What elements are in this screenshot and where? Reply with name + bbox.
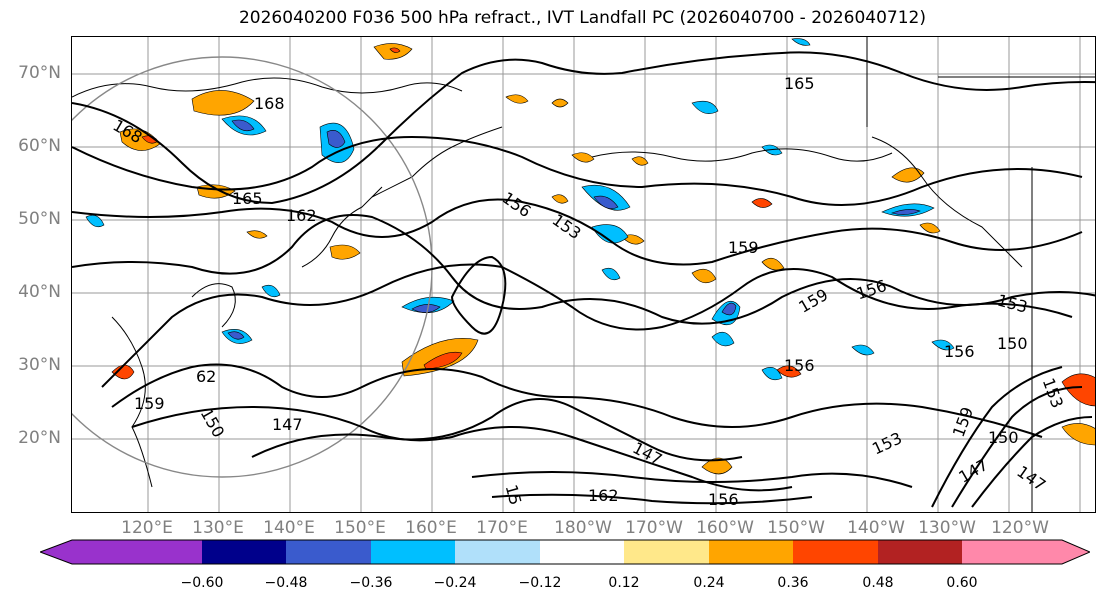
contour-label: 162 (286, 206, 317, 225)
colorbar-tick: −0.12 (518, 575, 562, 591)
figure-title: 2026040200 F036 500 hPa refract., IVT La… (238, 8, 926, 28)
coastlines (72, 37, 1095, 512)
contour-label: 147 (955, 455, 991, 487)
lon-label-170w: 170°W (625, 518, 683, 538)
contour-label: 147 (630, 438, 666, 469)
contour-label: 153 (549, 210, 585, 243)
lat-label-50n: 50°N (18, 209, 61, 229)
colorbar-tick: −0.48 (264, 575, 308, 591)
lon-label-130w: 130°W (918, 518, 976, 538)
colorbar-segment (878, 540, 962, 564)
lon-label-160e: 160°E (405, 518, 457, 538)
lat-label-60n: 60°N (18, 136, 61, 156)
contour-label: 156 (499, 188, 535, 221)
lon-label-180w: 180°W (554, 518, 612, 538)
lon-label-140w: 140°W (847, 518, 905, 538)
refractivity-shading (85, 38, 1095, 475)
colorbar-tick: −0.24 (433, 575, 477, 591)
contour-label: 150 (997, 334, 1028, 353)
lon-label-150e: 150°E (334, 518, 386, 538)
map-panel: 168 168 165 165 162 62 159 150 156 153 1… (71, 36, 1096, 513)
colorbar-tick: −0.36 (349, 575, 393, 591)
lon-label-160w: 160°W (696, 518, 754, 538)
contour-label: 156 (708, 490, 739, 509)
colorbar-tick: 0.24 (693, 575, 725, 591)
contour-label: 159 (134, 394, 165, 413)
colorbar-extend-max (1062, 540, 1090, 564)
contour-label: 147 (1013, 462, 1049, 495)
lon-label-130e: 130°E (192, 518, 244, 538)
lon-label-120e: 120°E (121, 518, 173, 538)
lat-label-30n: 30°N (18, 355, 61, 375)
colorbar-tick: 0.12 (608, 575, 640, 591)
lat-label-70n: 70°N (18, 63, 61, 83)
colorbar-segment (286, 540, 371, 564)
contour-label: 62 (196, 367, 216, 386)
colorbar-tick: 0.36 (777, 575, 809, 591)
colorbar-segment (72, 540, 202, 564)
lon-label-120w: 120°W (991, 518, 1049, 538)
colorbar-tick: −0.60 (180, 575, 224, 591)
landfall-circle (72, 56, 433, 478)
contour-label: 165 (784, 74, 815, 93)
colorbar-segment (202, 540, 286, 564)
contour-label: 150 (988, 428, 1019, 447)
colorbar (40, 539, 1090, 565)
contour-labels: 168 168 165 165 162 62 159 150 156 153 1… (110, 74, 1067, 509)
map-svg: 168 168 165 165 162 62 159 150 156 153 1… (72, 37, 1095, 512)
contour-label: 159 (728, 238, 759, 257)
lon-label-140e: 140°E (263, 518, 315, 538)
contour-label: 168 (254, 94, 285, 113)
contour-label: 156 (944, 342, 975, 361)
contour-label: 147 (272, 415, 303, 434)
contour-label: 162 (588, 486, 619, 505)
lon-label-170e: 170°E (476, 518, 528, 538)
contour-label: 156 (784, 356, 815, 375)
colorbar-segment (793, 540, 878, 564)
colorbar-segment (540, 540, 624, 564)
colorbar-tick: 0.60 (946, 575, 978, 591)
contour-label: 15 (502, 482, 526, 507)
lon-label-150w: 150°W (767, 518, 825, 538)
colorbar-segment (962, 540, 1062, 564)
colorbar-extend-min (40, 540, 72, 564)
colorbar-tick: 0.48 (862, 575, 894, 591)
lat-label-40n: 40°N (18, 282, 61, 302)
contour-label: 153 (869, 428, 905, 458)
colorbar-segment (709, 540, 793, 564)
lat-label-20n: 20°N (18, 428, 61, 448)
contour-label: 165 (232, 189, 263, 208)
height-contours (72, 51, 1095, 508)
colorbar-segment (455, 540, 540, 564)
colorbar-segment (371, 540, 455, 564)
contour-label: 153 (1039, 375, 1067, 410)
colorbar-segment (624, 540, 709, 564)
